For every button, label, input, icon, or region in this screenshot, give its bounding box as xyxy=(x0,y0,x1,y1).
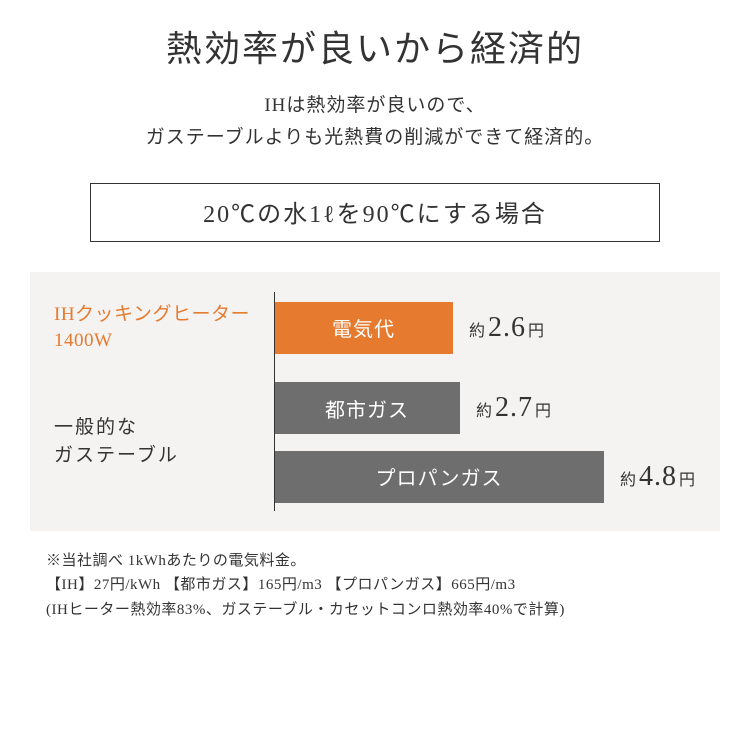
chart-row-citygas: 一般的な ガステーブル 都市ガス 約 2.7 円 xyxy=(54,380,696,437)
propane-bar: プロパンガス xyxy=(274,451,604,503)
infographic-container: 熱効率が良いから経済的 IHは熱効率が良いので、 ガステーブルよりも光熱費の削減… xyxy=(0,0,750,633)
chart-row-ih: IHクッキングヒーター 1400W 電気代 約 2.6 円 xyxy=(54,302,696,354)
chart-axis xyxy=(274,292,275,511)
citygas-cost: 約 2.7 円 xyxy=(476,392,552,424)
propane-bar-col: プロパンガス xyxy=(274,451,604,503)
subtitle-line2: ガステーブルよりも光熱費の削減ができて経済的。 xyxy=(146,127,604,148)
subtitle-line1: IHは熱効率が良いので、 xyxy=(264,95,485,116)
chart-area: IHクッキングヒーター 1400W 電気代 約 2.6 円 一般的な ガステーブ… xyxy=(30,272,720,531)
propane-cost-suffix: 円 xyxy=(679,466,696,490)
main-title: 熱効率が良いから経済的 xyxy=(30,20,720,72)
citygas-bar: 都市ガス xyxy=(274,382,460,434)
subtitle: IHは熱効率が良いので、 ガステーブルよりも光熱費の削減ができて経済的。 xyxy=(30,90,720,155)
citygas-cost-number: 2.7 xyxy=(495,392,533,424)
gas-label-line2: ガステーブル xyxy=(54,445,179,466)
citygas-cost-suffix: 円 xyxy=(535,397,552,421)
ih-label-text: IHクッキングヒーター 1400W xyxy=(54,302,266,353)
ih-bar: 電気代 xyxy=(274,302,453,354)
footnotes: ※当社調べ 1kWhあたりの電気料金。 【IH】27円/kWh 【都市ガス】16… xyxy=(30,549,720,623)
footnote-line3: (IHヒーター熱効率83%、ガステーブル・カセットコンロ熱効率40%で計算) xyxy=(46,598,704,623)
ih-cost: 約 2.6 円 xyxy=(469,312,545,344)
ih-cost-number: 2.6 xyxy=(488,312,526,344)
citygas-bar-col: 都市ガス xyxy=(274,382,460,434)
footnote-line2: 【IH】27円/kWh 【都市ガス】165円/m3 【プロパンガス】665円/m… xyxy=(46,573,704,598)
gas-label-line1: 一般的な xyxy=(54,417,138,438)
propane-cost-number: 4.8 xyxy=(639,461,677,493)
scenario-box: 20℃の水1ℓを90℃にする場合 xyxy=(90,183,660,242)
citygas-cost-prefix: 約 xyxy=(476,397,493,421)
propane-cost: 約 4.8 円 xyxy=(620,461,696,493)
ih-cost-prefix: 約 xyxy=(469,317,486,341)
footnote-line1: ※当社調べ 1kWhあたりの電気料金。 xyxy=(46,549,704,574)
gas-label: 一般的な ガステーブル xyxy=(54,414,266,471)
ih-label-line1: IHクッキングヒーター xyxy=(54,304,250,325)
ih-bar-col: 電気代 xyxy=(274,302,453,354)
ih-label: IHクッキングヒーター 1400W xyxy=(54,302,274,353)
propane-cost-prefix: 約 xyxy=(620,466,637,490)
ih-cost-suffix: 円 xyxy=(528,317,545,341)
ih-label-line2: 1400W xyxy=(54,330,112,351)
gas-label-col: 一般的な ガステーブル xyxy=(54,380,274,437)
